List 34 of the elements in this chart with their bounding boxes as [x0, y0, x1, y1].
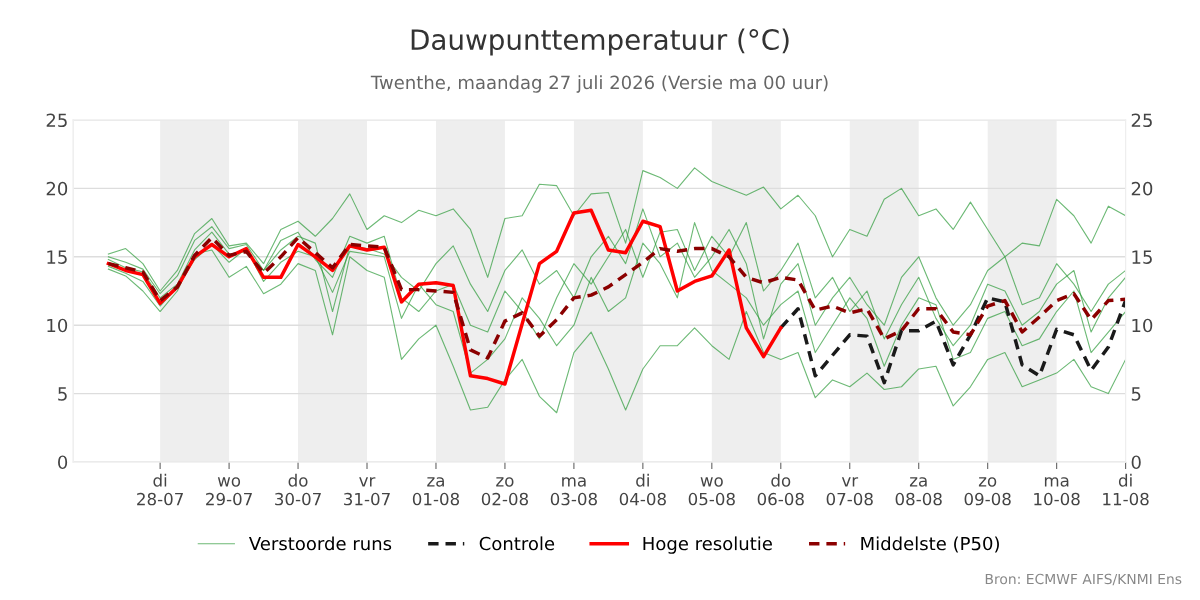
legend-label: Controle [479, 536, 555, 551]
y2-tick-label: 10 [1132, 318, 1153, 333]
text: Bron: ECMWF AIFS/KNMI Ens [985, 573, 1182, 586]
x-tick-label: wo 05-08 [688, 477, 735, 506]
legend-label: Verstoorde runs [248, 536, 392, 551]
x-tick-label: di 11-08 [1103, 473, 1149, 506]
y-tick-label: 0 [58, 455, 68, 470]
x-tick-label: zo 09-08 [964, 477, 1011, 506]
y2-tick-label: 15 [1132, 250, 1152, 264]
x-tick-label: za 01-08 [412, 477, 460, 506]
y-tick-label: 15 [47, 250, 67, 264]
x-tick-label: ma 10-08 [1034, 477, 1080, 506]
y-tick-label: 10 [47, 318, 68, 333]
x-tick-label: vr 31-07 [344, 477, 390, 506]
legend-label: Hoge resolutie [643, 536, 772, 554]
chart-subtitle: Twenthe, maandag 27 juli 2026 (Versie ma 00 uur) [370, 75, 828, 93]
x-tick-label: di 28-07 [137, 473, 183, 506]
y-tick-label: 5 [58, 387, 67, 401]
y-tick-label: 20 [46, 181, 68, 196]
y2-tick-label: 20 [1131, 181, 1153, 196]
y2-tick-label: 25 [1131, 113, 1152, 128]
x-tick-label: do 30-07 [275, 473, 321, 506]
x-tick-label: wo 29-07 [206, 477, 252, 506]
x-tick-label: zo 02-08 [481, 477, 529, 506]
y2-tick-label: 0 [1131, 455, 1141, 470]
y-tick-label: 25 [46, 113, 67, 128]
chart-title: Dauwpunttemperatuur (°C) [411, 28, 789, 56]
legend-label: Middelste (P50) [861, 536, 999, 553]
y2-tick-label: 5 [1131, 387, 1141, 401]
x-tick-label: za 08-08 [895, 477, 942, 506]
x-tick-label: do 06-08 [757, 473, 804, 506]
x-tick-label: vr 07-08 [826, 477, 873, 506]
x-tick-label: di 04-08 [619, 473, 666, 506]
x-tick-label: ma 03-08 [550, 477, 597, 506]
